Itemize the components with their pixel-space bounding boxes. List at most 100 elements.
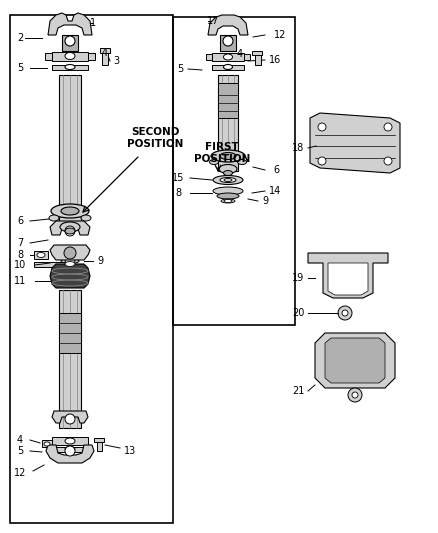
Ellipse shape [223, 64, 233, 69]
Text: 8: 8 [17, 250, 23, 260]
Circle shape [348, 388, 362, 402]
Ellipse shape [61, 259, 79, 263]
Text: 5: 5 [17, 63, 23, 73]
Ellipse shape [223, 54, 233, 60]
Text: 5: 5 [17, 446, 23, 456]
Bar [34, 251, 48, 259]
Circle shape [342, 310, 348, 316]
Polygon shape [315, 333, 395, 388]
Ellipse shape [211, 150, 245, 162]
Bar [42, 440, 52, 447]
Ellipse shape [37, 253, 45, 257]
Bar [45, 53, 52, 60]
Polygon shape [48, 13, 92, 35]
Bar [218, 153, 238, 171]
Text: 12: 12 [14, 468, 26, 478]
Ellipse shape [221, 199, 235, 203]
Ellipse shape [65, 438, 75, 444]
Bar [10, 15, 173, 523]
Circle shape [338, 306, 352, 320]
Bar [220, 35, 236, 51]
Polygon shape [328, 263, 368, 295]
Text: 3: 3 [113, 56, 119, 66]
Bar [62, 35, 78, 51]
Bar [212, 53, 244, 61]
Polygon shape [50, 264, 90, 288]
Text: 13: 13 [124, 446, 136, 456]
Ellipse shape [61, 207, 79, 215]
Polygon shape [46, 445, 94, 463]
Bar [52, 65, 88, 70]
Circle shape [65, 446, 75, 456]
Ellipse shape [65, 64, 75, 69]
Polygon shape [208, 15, 248, 35]
Bar [255, 53, 261, 65]
Bar [52, 447, 88, 452]
Bar [97, 439, 102, 451]
Circle shape [318, 157, 326, 165]
Ellipse shape [217, 193, 239, 199]
Text: 10: 10 [14, 260, 26, 270]
Bar [100, 48, 110, 53]
Ellipse shape [65, 447, 75, 451]
Ellipse shape [220, 177, 236, 182]
Ellipse shape [60, 222, 80, 232]
Bar [34, 262, 70, 267]
Text: 19: 19 [292, 273, 304, 283]
Ellipse shape [56, 253, 84, 260]
Bar [244, 54, 250, 60]
Ellipse shape [53, 246, 87, 255]
Text: 20: 20 [292, 308, 304, 318]
Bar [218, 83, 238, 118]
Bar [173, 17, 295, 325]
Ellipse shape [65, 259, 75, 263]
Text: 14: 14 [269, 186, 281, 196]
Text: 11: 11 [14, 276, 26, 286]
Polygon shape [325, 338, 385, 383]
Circle shape [65, 226, 75, 236]
Ellipse shape [81, 215, 91, 221]
Circle shape [384, 123, 392, 131]
Ellipse shape [65, 228, 75, 234]
Text: 2: 2 [17, 33, 23, 43]
Text: 5: 5 [177, 64, 183, 74]
Ellipse shape [49, 215, 59, 221]
Bar [252, 51, 262, 55]
Text: 21: 21 [292, 386, 304, 396]
Bar [52, 52, 88, 61]
Ellipse shape [44, 442, 50, 446]
Circle shape [64, 247, 76, 259]
Bar [59, 75, 81, 218]
Ellipse shape [65, 52, 75, 60]
Bar [212, 65, 244, 70]
Ellipse shape [209, 159, 219, 165]
Text: 17: 17 [207, 16, 219, 26]
Polygon shape [52, 411, 88, 423]
Circle shape [65, 414, 75, 424]
Ellipse shape [224, 199, 232, 203]
Polygon shape [308, 253, 388, 298]
Bar [206, 54, 212, 60]
Polygon shape [50, 221, 90, 235]
Circle shape [384, 157, 392, 165]
Text: 9: 9 [97, 256, 103, 266]
Bar [102, 51, 108, 65]
Bar [59, 313, 81, 353]
Text: FIRST
POSITION: FIRST POSITION [194, 142, 250, 164]
Bar [94, 438, 104, 442]
Ellipse shape [51, 204, 89, 218]
Text: 18: 18 [292, 143, 304, 153]
Ellipse shape [237, 159, 247, 165]
Ellipse shape [219, 165, 237, 174]
Text: 4: 4 [237, 49, 243, 59]
Text: 6: 6 [273, 165, 279, 175]
Text: 7: 7 [17, 238, 23, 248]
Bar [88, 53, 95, 60]
Bar [218, 75, 238, 158]
Circle shape [65, 36, 75, 46]
Ellipse shape [65, 262, 75, 266]
Ellipse shape [220, 152, 236, 159]
Ellipse shape [213, 175, 243, 184]
Polygon shape [50, 245, 90, 260]
Bar [59, 209, 81, 229]
